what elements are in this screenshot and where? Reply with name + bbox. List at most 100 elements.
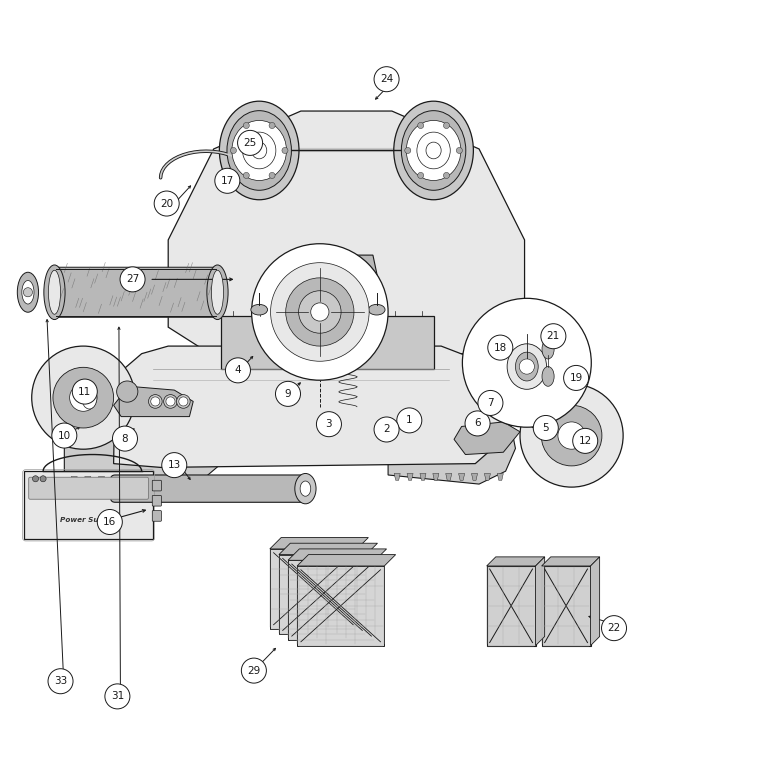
Polygon shape — [288, 549, 387, 561]
Polygon shape — [112, 476, 118, 484]
Circle shape — [444, 172, 450, 178]
Polygon shape — [153, 476, 159, 484]
Polygon shape — [139, 476, 145, 484]
Text: 13: 13 — [167, 460, 181, 470]
Polygon shape — [113, 386, 193, 416]
Polygon shape — [497, 473, 503, 480]
Circle shape — [374, 417, 399, 442]
Text: 6: 6 — [474, 419, 481, 429]
Polygon shape — [420, 473, 426, 480]
Ellipse shape — [177, 395, 190, 409]
Text: 8: 8 — [122, 434, 129, 444]
Circle shape — [244, 122, 250, 128]
Circle shape — [237, 131, 263, 155]
Ellipse shape — [542, 366, 554, 386]
Circle shape — [162, 452, 186, 478]
Ellipse shape — [49, 270, 61, 314]
Text: 5: 5 — [543, 423, 549, 433]
Circle shape — [558, 422, 585, 449]
Circle shape — [52, 423, 77, 448]
Polygon shape — [304, 255, 388, 327]
Text: 11: 11 — [78, 386, 91, 396]
Text: 1: 1 — [406, 415, 412, 425]
FancyBboxPatch shape — [152, 511, 161, 521]
Text: 19: 19 — [569, 373, 583, 383]
Polygon shape — [459, 473, 465, 480]
Polygon shape — [167, 476, 173, 484]
Circle shape — [298, 291, 341, 333]
Polygon shape — [542, 557, 600, 566]
Circle shape — [105, 684, 130, 709]
Polygon shape — [486, 566, 536, 646]
Circle shape — [116, 381, 138, 402]
Circle shape — [48, 669, 73, 694]
Polygon shape — [279, 554, 366, 634]
Polygon shape — [24, 472, 153, 539]
Circle shape — [241, 658, 266, 683]
Circle shape — [271, 263, 369, 361]
Circle shape — [269, 172, 275, 178]
Circle shape — [564, 366, 588, 390]
Polygon shape — [180, 476, 186, 484]
Text: 16: 16 — [103, 517, 116, 527]
Circle shape — [541, 324, 566, 349]
Ellipse shape — [164, 395, 177, 409]
Circle shape — [444, 122, 450, 128]
Ellipse shape — [406, 121, 461, 180]
FancyBboxPatch shape — [29, 477, 148, 499]
Polygon shape — [542, 566, 591, 646]
Polygon shape — [288, 561, 375, 640]
Ellipse shape — [300, 481, 310, 496]
Polygon shape — [98, 476, 104, 484]
Circle shape — [166, 397, 175, 406]
Polygon shape — [208, 476, 214, 484]
Text: 31: 31 — [111, 691, 124, 701]
Polygon shape — [388, 409, 515, 484]
Text: 9: 9 — [285, 389, 291, 399]
Polygon shape — [454, 422, 520, 455]
Circle shape — [40, 475, 46, 482]
Polygon shape — [472, 473, 478, 480]
Ellipse shape — [393, 101, 473, 200]
Text: 17: 17 — [221, 176, 234, 186]
Ellipse shape — [542, 339, 554, 359]
Circle shape — [225, 358, 250, 383]
Circle shape — [113, 426, 138, 451]
Ellipse shape — [507, 344, 546, 389]
Text: 10: 10 — [58, 431, 71, 441]
FancyBboxPatch shape — [55, 267, 218, 317]
Text: Power Supply: Power Supply — [60, 518, 116, 524]
Polygon shape — [591, 557, 600, 646]
Circle shape — [418, 122, 424, 128]
Ellipse shape — [251, 304, 268, 315]
Ellipse shape — [426, 142, 441, 159]
Polygon shape — [194, 476, 200, 484]
Ellipse shape — [252, 142, 267, 159]
Text: 2: 2 — [384, 425, 390, 435]
Ellipse shape — [368, 304, 385, 315]
Circle shape — [231, 147, 237, 154]
Text: 20: 20 — [160, 199, 174, 209]
FancyBboxPatch shape — [152, 495, 161, 506]
Polygon shape — [126, 476, 132, 484]
Circle shape — [601, 616, 626, 641]
Ellipse shape — [22, 280, 34, 304]
Text: 7: 7 — [487, 398, 494, 408]
Polygon shape — [84, 476, 91, 484]
Text: 25: 25 — [244, 138, 256, 148]
Circle shape — [269, 122, 275, 128]
Circle shape — [69, 384, 97, 412]
Circle shape — [520, 384, 623, 487]
Text: 18: 18 — [494, 343, 507, 353]
Polygon shape — [407, 473, 413, 480]
Circle shape — [120, 266, 145, 292]
Text: 29: 29 — [247, 666, 260, 676]
Circle shape — [53, 367, 113, 428]
Ellipse shape — [243, 132, 276, 169]
Text: 21: 21 — [546, 331, 560, 341]
Ellipse shape — [307, 304, 324, 315]
Ellipse shape — [212, 270, 224, 314]
Circle shape — [374, 67, 399, 91]
Polygon shape — [486, 557, 545, 566]
Polygon shape — [71, 476, 77, 484]
